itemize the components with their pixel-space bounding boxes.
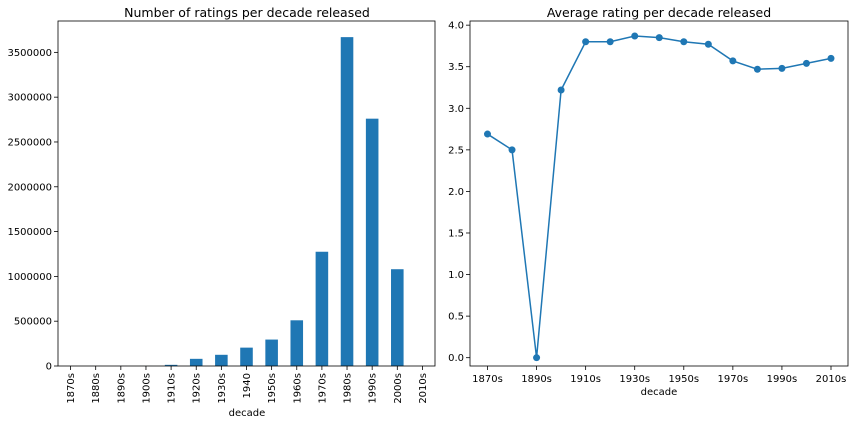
y-tick-label: 3500000: [7, 48, 52, 59]
y-tick-label: 500000: [14, 317, 52, 328]
data-point: [802, 59, 810, 67]
line-series: [484, 32, 835, 362]
x-tick-label: 1970s: [718, 374, 749, 385]
x-tick-label: 1890s: [116, 373, 127, 404]
x-tick-label: 1940: [242, 373, 253, 398]
y-tick-label: 3000000: [7, 93, 52, 104]
series-line: [487, 35, 832, 358]
y-tick-label: 2.5: [448, 145, 464, 156]
x-tick-label: 1900s: [141, 373, 152, 404]
x-tick-label: 1910s: [167, 373, 178, 404]
line-y-axis: 0.0 0.5 1.0 1.5 2.0 2.5 3.0 3.5 4.0: [448, 21, 470, 364]
bar: [365, 118, 379, 366]
x-tick-label: 1930s: [619, 374, 650, 385]
bar: [265, 339, 278, 366]
y-tick-label: 2000000: [7, 182, 52, 193]
y-tick-label: 1000000: [7, 272, 52, 283]
x-tick-label: 1910s: [570, 374, 601, 385]
line-chart: Average rating per decade released 0.00.…: [448, 5, 849, 398]
x-tick-label: 1970s: [317, 373, 328, 404]
x-tick-label: 1950s: [267, 373, 278, 404]
x-tick-label: 1980s: [343, 373, 354, 404]
data-point: [655, 34, 663, 42]
data-point: [582, 38, 590, 46]
bar: [290, 320, 304, 366]
y-tick-label: 2500000: [7, 137, 52, 148]
data-point: [778, 64, 786, 72]
x-tick-label: 1930s: [217, 373, 228, 404]
bar: [164, 364, 178, 366]
y-tick-label: 0: [46, 362, 52, 373]
bar: [315, 251, 329, 366]
data-point: [484, 130, 491, 138]
y-tick-label: 1500000: [7, 227, 52, 238]
y-tick-label: 0.5: [448, 312, 464, 323]
x-tick-label: 1990s: [767, 374, 798, 385]
line-chart-title: Average rating per decade released: [547, 5, 771, 20]
line-x-axis: 1870s 1890s 1910s 1930s 1950s 1970s 1990s 2010s: [472, 366, 846, 385]
y-tick-label: 1.0: [448, 270, 464, 281]
bar-chart: Number of ratings per decade released 0 5…: [7, 5, 436, 419]
y-tick-label: 1.5: [448, 228, 464, 239]
y-tick-label: 2.0: [448, 187, 464, 198]
data-point: [533, 354, 541, 362]
bar: [240, 347, 253, 366]
data-point: [753, 65, 761, 73]
x-tick-label: 1870s: [66, 373, 77, 404]
x-tick-label: 1870s: [472, 374, 503, 385]
bar: [391, 269, 404, 366]
bar: [340, 37, 354, 366]
x-tick-label: 1920s: [192, 373, 203, 404]
data-point: [827, 54, 835, 62]
line-chart-xlabel: decade: [641, 387, 678, 398]
y-tick-label: 3.0: [448, 104, 464, 115]
x-tick-label: 1960s: [292, 373, 303, 404]
x-tick-label: 1950s: [668, 374, 699, 385]
data-point: [680, 38, 688, 46]
bar: [215, 354, 228, 366]
data-point: [704, 40, 712, 48]
bar-series: [89, 37, 404, 366]
data-point: [557, 86, 565, 94]
bar-chart-title: Number of ratings per decade released: [124, 5, 370, 20]
bar: [189, 358, 203, 366]
y-tick-label: 3.5: [448, 62, 464, 73]
bar-y-axis: 0 500000 1000000 1500000 2000000 2500000 30000…: [7, 48, 58, 373]
y-tick-label: 4.0: [448, 21, 464, 32]
line-chart-plot-frame: [469, 20, 849, 367]
bar-x-axis: 1870s 1880s 1890s 1900s 1910s 1920s 1930s 1940 1…: [66, 366, 429, 404]
x-tick-label: 1890s: [521, 374, 552, 385]
data-point: [729, 57, 737, 65]
x-tick-label: 1880s: [91, 373, 102, 404]
y-tick-label: 0.0: [448, 353, 464, 364]
x-tick-label: 1990s: [368, 373, 379, 404]
x-tick-label: 2010s: [418, 373, 429, 404]
data-point: [631, 32, 639, 40]
data-point: [508, 146, 516, 154]
data-point: [606, 38, 614, 46]
bar-chart-plot-frame: [57, 20, 436, 367]
x-tick-label: 2010s: [816, 374, 847, 385]
x-tick-label: 2000s: [393, 373, 404, 404]
bar-chart-xlabel: decade: [229, 408, 266, 419]
